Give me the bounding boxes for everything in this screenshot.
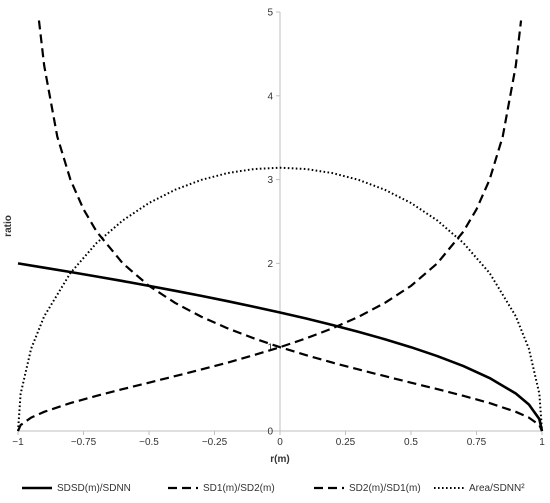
series-line-4 [17,166,543,432]
x-tick-labels: −1 −0.75 −0.5 −0.25 0 0.25 0.5 0.75 1 [12,437,545,448]
x-tick-marks [17,431,543,435]
y-axis-title: ratio [3,215,14,237]
x-tick-label: 1 [539,437,545,448]
x-tick-label: 0.25 [336,437,356,448]
series-line-1 [17,262,544,432]
plot-area: −1 −0.75 −0.5 −0.25 0 0.25 0.5 0.75 1 0 1 2 3 4 5 [12,8,545,449]
y-tick-label: 0 [267,427,273,438]
legend-label-3: SD2(m)/SD1(m) [349,483,421,494]
x-tick-label: −0.75 [71,437,97,448]
y-tick-label: 4 [267,91,273,102]
series-line-3 [16,20,523,432]
y-tick-label: 2 [267,259,273,270]
x-tick-label: 0.75 [467,437,487,448]
legend: SDSD(m)/SDNN SD1(m)/SD2(m) SD2(m)/SD1(m) Ar… [22,483,525,494]
y-tick-labels: 0 1 2 3 4 5 [267,8,273,438]
y-tick-label: 3 [267,175,273,186]
x-axis-title: r(m) [270,454,289,465]
x-tick-label: −0.5 [139,437,159,448]
series-line-2 [37,20,544,432]
legend-label-2: SD1(m)/SD2(m) [203,483,275,494]
x-tick-label: 0.5 [404,437,418,448]
x-tick-label: −0.25 [202,437,228,448]
series-lines [16,20,544,432]
y-tick-marks [276,11,280,432]
x-tick-label: −1 [12,437,24,448]
y-tick-label: 1 [267,343,273,354]
legend-label-4: Area/SDNN² [469,483,525,494]
legend-label-1: SDSD(m)/SDNN [57,483,131,494]
x-tick-label: 0 [277,437,283,448]
y-tick-label: 5 [267,8,273,19]
